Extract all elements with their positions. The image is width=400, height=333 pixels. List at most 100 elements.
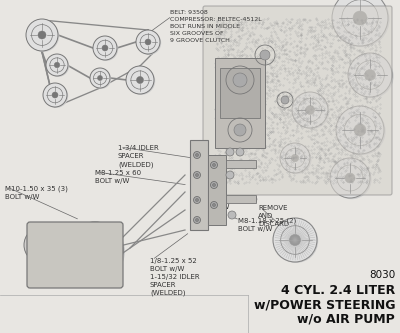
Point [257,102,264,108]
Point [335,37,342,42]
Point [329,96,335,101]
Point [228,166,234,171]
Point [306,72,312,77]
Point [375,97,382,102]
Point [251,95,258,100]
Point [325,98,332,104]
Point [373,19,380,24]
Point [370,154,376,159]
Point [370,95,376,100]
Point [301,70,308,76]
Point [250,161,256,166]
Point [286,87,292,92]
Point [260,132,266,137]
Point [283,163,289,168]
Point [338,177,344,183]
Point [369,59,375,64]
Point [368,129,374,134]
Point [318,108,324,113]
Point [236,19,242,24]
Point [280,120,286,125]
Point [212,27,219,32]
Point [375,134,382,140]
Point [229,120,236,125]
Point [213,162,219,167]
Point [373,162,379,167]
Point [255,164,261,169]
Point [308,96,315,101]
Point [250,41,257,46]
Point [352,135,359,140]
Point [225,74,232,80]
Point [269,157,275,162]
Point [258,160,264,165]
Point [248,111,255,117]
Point [348,32,354,37]
Point [320,164,326,169]
Point [261,144,268,150]
Point [304,64,310,69]
Point [375,31,382,36]
Point [314,72,321,78]
Point [315,42,322,48]
Point [364,106,370,111]
Point [297,101,303,106]
Point [243,84,249,89]
Point [252,75,258,81]
Point [356,120,363,125]
Point [311,140,317,146]
Point [324,36,330,41]
Circle shape [228,211,236,219]
Point [348,41,354,46]
Point [219,180,226,185]
Point [280,19,286,24]
Point [310,112,316,117]
Point [376,79,382,85]
Point [245,62,252,68]
Point [266,115,273,121]
Point [346,41,353,46]
Point [351,110,357,115]
Point [320,34,326,39]
Point [236,72,242,78]
Point [328,123,334,128]
Point [327,173,334,178]
Point [282,95,288,100]
Point [286,118,292,124]
Point [280,152,287,158]
Point [367,99,373,104]
Point [357,178,364,184]
Point [267,65,274,70]
Point [277,133,284,138]
Point [232,82,238,88]
Point [254,66,261,71]
Point [218,128,225,133]
Point [246,39,252,44]
Point [219,172,225,178]
Point [228,143,234,148]
Point [340,35,346,41]
Point [364,138,370,144]
Point [227,34,233,39]
Point [255,69,261,74]
Point [283,155,290,161]
Point [223,130,230,136]
Point [221,63,228,69]
Point [329,62,335,68]
Point [376,72,382,77]
Point [350,126,356,132]
Point [284,169,291,174]
Point [254,55,260,61]
Point [220,47,227,53]
Point [220,60,226,65]
Point [242,76,249,82]
Circle shape [93,36,117,60]
Point [352,153,358,158]
Point [294,47,300,53]
Point [266,24,272,30]
Point [287,71,294,77]
Point [355,60,361,65]
Point [316,115,322,120]
Point [236,33,242,39]
Point [330,153,337,158]
